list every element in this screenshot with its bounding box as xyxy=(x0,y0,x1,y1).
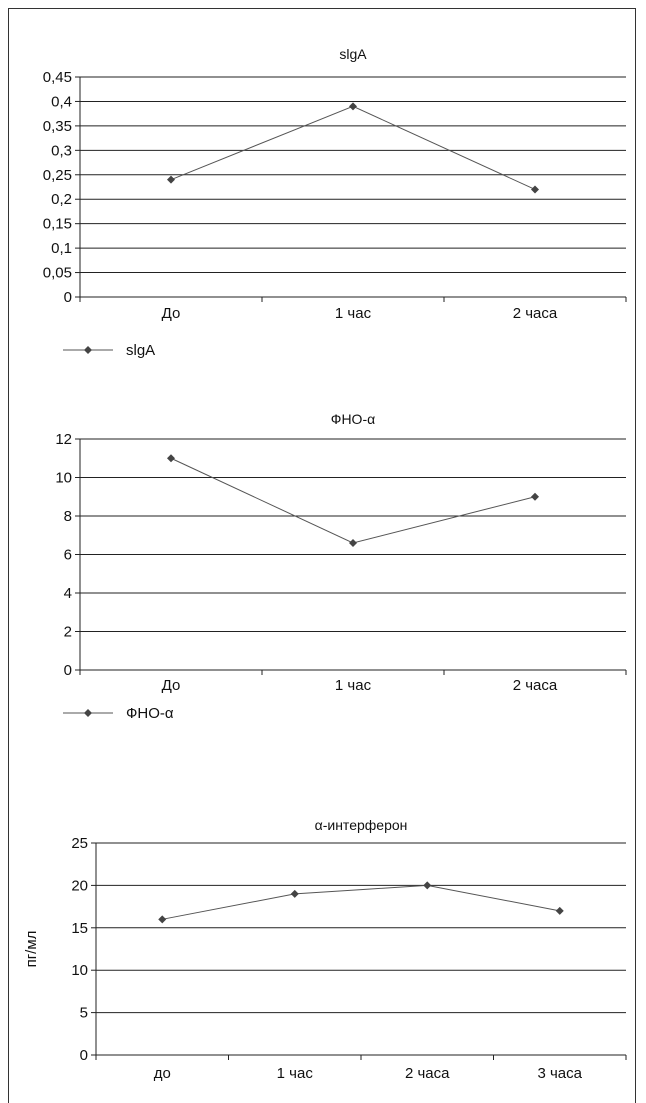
chart-1-legend-marker xyxy=(84,346,92,354)
chart-1-ytick-label: 0,4 xyxy=(51,93,72,110)
chart-2-ytick-label: 2 xyxy=(64,624,72,641)
chart-1-ytick-label: 0,25 xyxy=(43,167,72,184)
chart-2-ytick-label: 8 xyxy=(64,508,72,525)
chart-3-ylabel: пг/мл xyxy=(23,931,40,968)
chart-1-ytick-label: 0,45 xyxy=(43,69,72,86)
chart-1-data-point xyxy=(531,185,539,194)
chart-1-category-label: До xyxy=(162,305,181,322)
chart-1-legend-label: slgA xyxy=(126,342,155,359)
chart-1-category-label: 2 часа xyxy=(513,305,558,322)
chart-2-category-label: 2 часа xyxy=(513,677,558,694)
chart-1-data-point xyxy=(167,175,175,184)
figure-frame xyxy=(8,8,636,1103)
chart-2-category-label: 1 час xyxy=(335,677,372,694)
chart-2-ytick-label: 0 xyxy=(64,662,72,679)
chart-3-category-label: 3 часа xyxy=(537,1065,582,1082)
chart-2-series-line xyxy=(170,457,536,544)
chart-1-ytick-label: 0,3 xyxy=(51,142,72,159)
chart-1-ytick-label: 0 xyxy=(64,289,72,306)
chart-2-title: ФНО-α xyxy=(331,411,375,427)
chart-3-ytick-label: 25 xyxy=(71,835,88,852)
chart-2-data-point xyxy=(349,538,357,547)
chart-3-ytick-label: 5 xyxy=(80,1005,88,1022)
chart-3-title: α-интерферон xyxy=(315,817,408,833)
chart-2-ytick-label: 6 xyxy=(64,547,72,564)
chart-2-legend-label: ФНО-α xyxy=(126,705,174,722)
chart-3-ytick-label: 20 xyxy=(71,877,88,894)
chart-3-data-point xyxy=(158,915,167,924)
chart-2-data-point xyxy=(167,454,175,463)
chart-1-series-line xyxy=(170,105,536,190)
chart-3-ytick-label: 10 xyxy=(71,962,88,979)
chart-1-ytick-label: 0,15 xyxy=(43,216,72,233)
chart-3-data-point xyxy=(555,906,564,915)
chart-2-legend-marker xyxy=(84,709,92,717)
chart-3-series-line xyxy=(162,884,560,920)
chart-2-ytick-label: 4 xyxy=(64,585,72,602)
chart-3-ytick-label: 0 xyxy=(80,1047,88,1064)
chart-2-ytick-label: 10 xyxy=(55,470,72,487)
chart-2-data-point xyxy=(531,492,539,501)
chart-3-ytick-label: 15 xyxy=(71,920,88,937)
chart-1-ytick-label: 0,35 xyxy=(43,118,72,135)
chart-1-title: slgA xyxy=(339,46,367,62)
chart-1-data-point xyxy=(349,102,357,111)
chart-2-ytick-label: 12 xyxy=(55,431,72,448)
chart-3-category-label: до xyxy=(154,1065,171,1082)
chart-1-ytick-label: 0,05 xyxy=(43,265,72,282)
chart-2-category-label: До xyxy=(162,677,181,694)
chart-3-data-point xyxy=(423,881,432,890)
chart-1-category-label: 1 час xyxy=(335,305,372,322)
chart-3-category-label: 2 часа xyxy=(405,1065,450,1082)
chart-3-category-label: 1 час xyxy=(277,1065,314,1082)
chart-3-data-point xyxy=(290,889,299,898)
chart-1-ytick-label: 0,2 xyxy=(51,191,72,208)
chart-1-ytick-label: 0,1 xyxy=(51,240,72,257)
